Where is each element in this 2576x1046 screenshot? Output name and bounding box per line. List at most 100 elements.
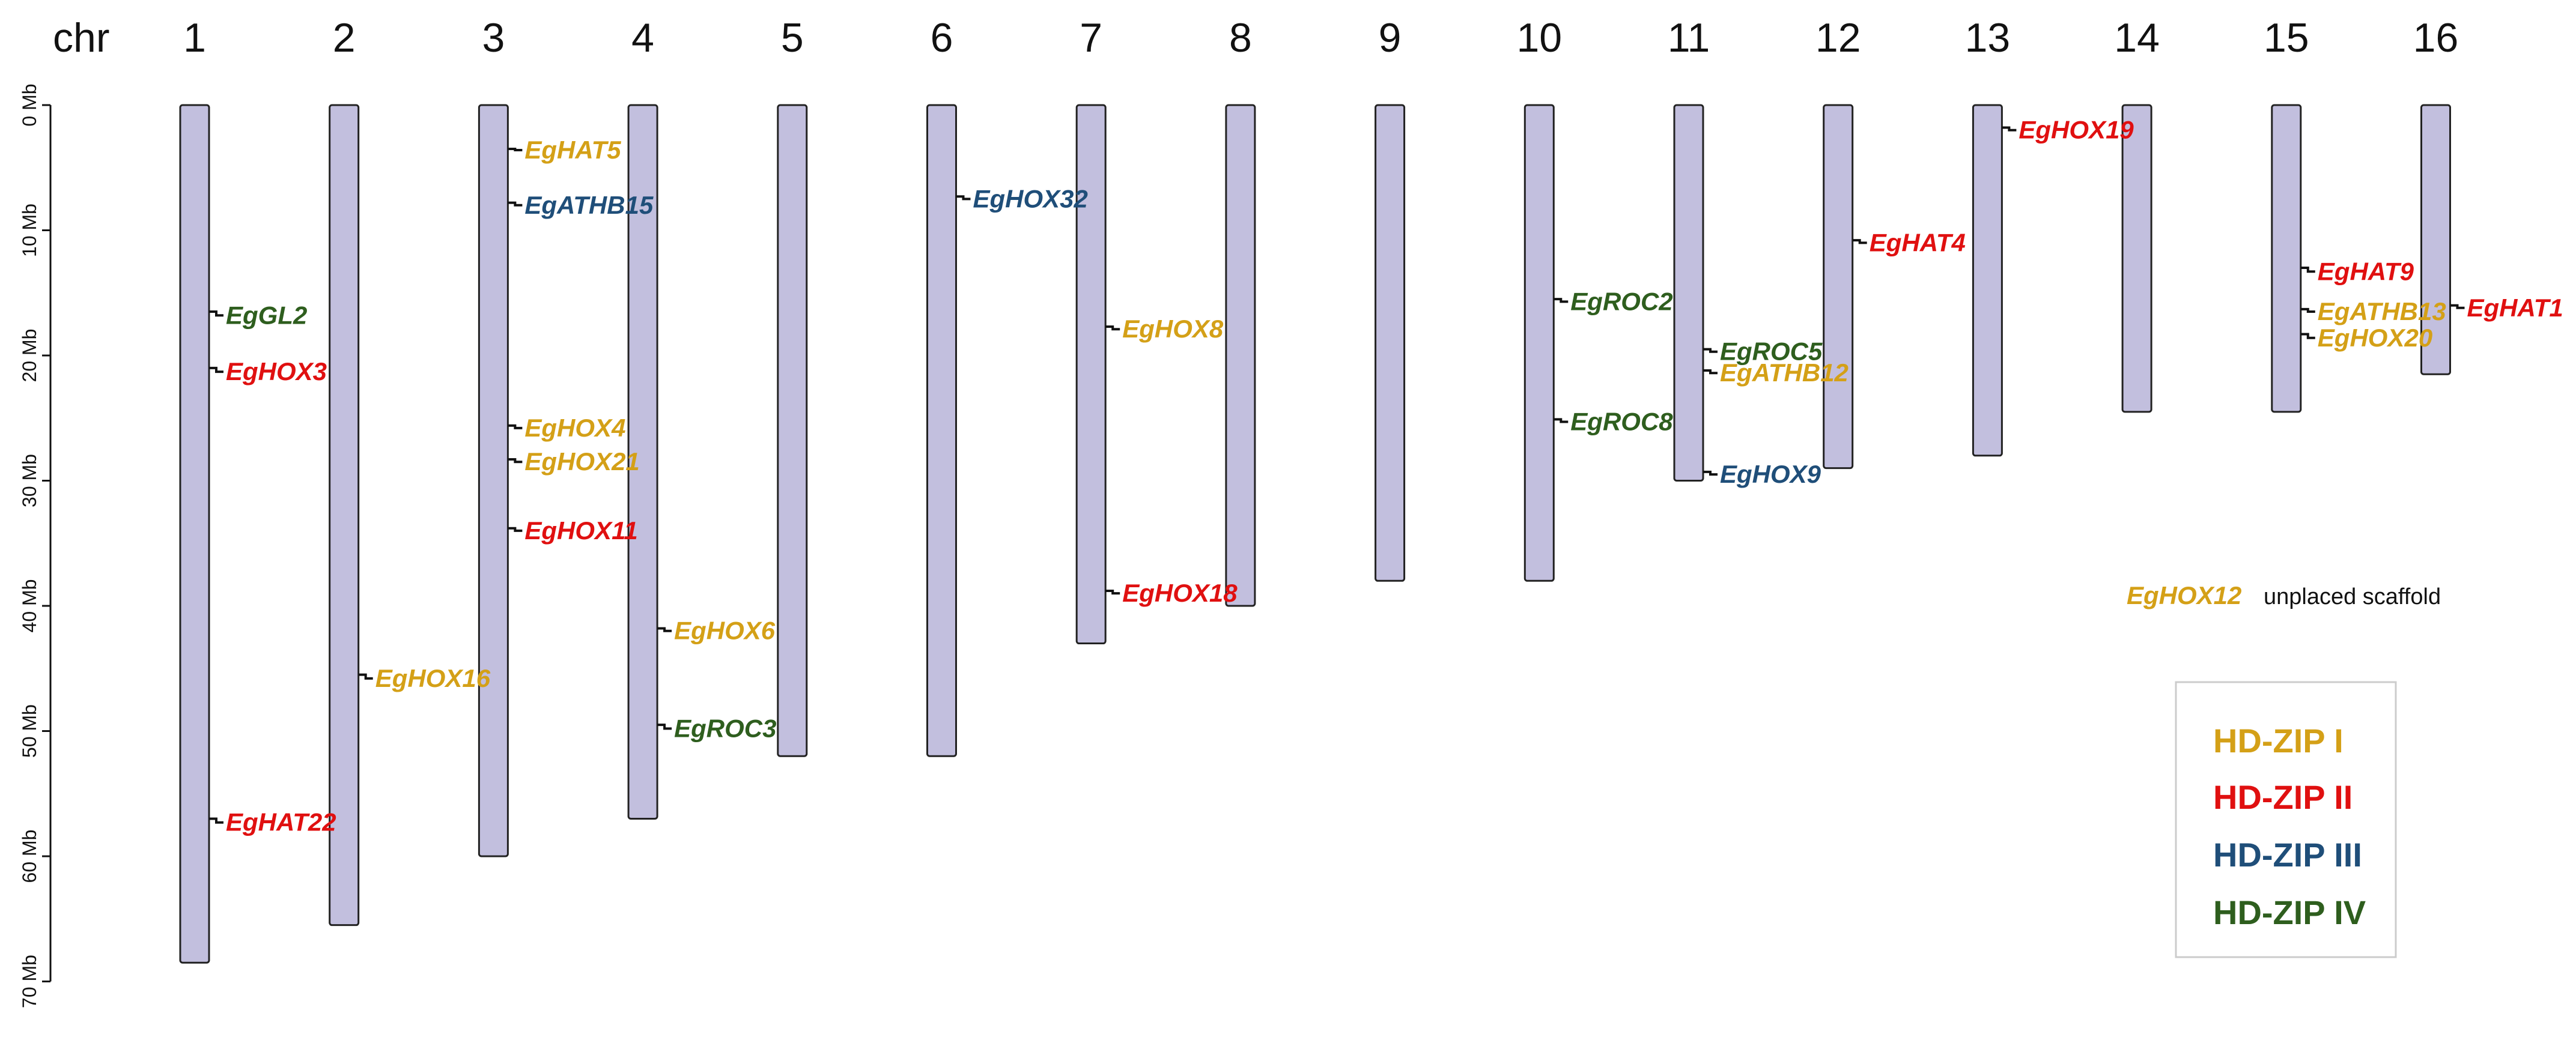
axis-tick-label: 70 Mb bbox=[19, 955, 40, 1008]
chromosome-bar bbox=[1075, 104, 1107, 645]
gene-label: EgHOX20 bbox=[2318, 324, 2432, 352]
legend: HD-ZIP I HD-ZIP II HD-ZIP III HD-ZIP IV bbox=[2175, 681, 2397, 958]
legend-item-hd-zip-i: HD-ZIP I bbox=[2213, 722, 2344, 760]
chromosome-bar bbox=[329, 104, 360, 927]
gene-label: EgHAT1 bbox=[2467, 294, 2563, 322]
gene-marker bbox=[1703, 369, 1718, 375]
gene-label: EgROC3 bbox=[674, 714, 776, 742]
gene-marker bbox=[1105, 589, 1120, 595]
legend-item-hd-zip-ii: HD-ZIP II bbox=[2213, 778, 2353, 816]
gene-label: EgROC5 bbox=[1720, 337, 1823, 366]
chromosome-number: 12 bbox=[1815, 15, 1861, 61]
gene-label: EgHOX32 bbox=[973, 184, 1088, 213]
gene-label: EgHOX21 bbox=[524, 447, 639, 476]
axis-tick-label: 20 Mb bbox=[19, 329, 40, 382]
gene-label: EgHOX8 bbox=[1122, 315, 1224, 343]
chromosome-number: 4 bbox=[631, 15, 654, 61]
chromosome-number: 8 bbox=[1229, 15, 1252, 61]
legend-box bbox=[2175, 681, 2397, 958]
chromosome-bar bbox=[1375, 104, 1406, 582]
chr-header: chr bbox=[53, 15, 109, 61]
gene-marker bbox=[1852, 239, 1867, 244]
gene-marker-group: EgGL2 EgHOX3 EgHAT22 EgHOX16 EgHAT5 EgATHB15 E… bbox=[209, 116, 2563, 836]
gene-label: EgHAT5 bbox=[524, 136, 621, 164]
gene-marker bbox=[2002, 126, 2017, 132]
gene-label: EgHOX6 bbox=[674, 617, 776, 645]
gene-label: EgHOX3 bbox=[226, 357, 327, 385]
gene-label: EgHAT9 bbox=[2318, 257, 2414, 285]
gene-marker bbox=[657, 627, 672, 632]
gene-label: EgHAT4 bbox=[1870, 228, 1966, 256]
gene-marker bbox=[209, 817, 223, 824]
chromosome-number: 6 bbox=[931, 15, 953, 61]
chromosome-bar bbox=[2420, 104, 2451, 375]
gene-label: EgHOX9 bbox=[1720, 460, 1821, 488]
gene-marker bbox=[1554, 418, 1569, 423]
gene-marker bbox=[2450, 304, 2465, 309]
gene-marker bbox=[1703, 470, 1718, 476]
axis-tick-label: 50 Mb bbox=[19, 704, 40, 758]
chromosome-number: 1 bbox=[183, 15, 206, 61]
gene-label: EgHOX4 bbox=[524, 414, 625, 442]
chromosome-bar bbox=[1823, 104, 1854, 470]
chromosome-number: 3 bbox=[482, 15, 505, 61]
chromosome-bar bbox=[1523, 104, 1555, 582]
gene-marker bbox=[956, 195, 971, 201]
gene-marker bbox=[508, 424, 523, 429]
gene-label: EgATHB13 bbox=[2318, 297, 2446, 325]
gene-marker bbox=[508, 527, 523, 532]
chromosome-bar bbox=[2121, 104, 2152, 413]
unplaced-note-text: unplaced scaffold bbox=[2264, 584, 2441, 609]
axis-tick-label: 0 Mb bbox=[19, 83, 40, 126]
gene-marker bbox=[209, 366, 223, 373]
gene-label: EgHOX18 bbox=[1122, 579, 1238, 607]
gene-marker bbox=[2300, 333, 2315, 339]
chromosome-bar bbox=[1225, 104, 1256, 607]
gene-marker bbox=[2300, 307, 2315, 313]
mb-axis: 0 Mb 10 Mb 20 Mb 30 Mb 40 Mb 50 Mb 60 Mb 70 Mb bbox=[19, 83, 52, 1008]
chromosome-number: 11 bbox=[1668, 15, 1710, 61]
gene-marker bbox=[508, 458, 523, 464]
chromosome-bar bbox=[926, 104, 957, 757]
chromosome-bar bbox=[179, 104, 210, 964]
chromosome-bar bbox=[1673, 104, 1704, 482]
gene-label: EgHOX16 bbox=[375, 664, 491, 692]
gene-label: EgHAT22 bbox=[226, 808, 336, 836]
chromosome-bar bbox=[478, 104, 509, 857]
chromosome-number: 10 bbox=[1516, 15, 1562, 61]
gene-marker bbox=[358, 673, 373, 680]
gene-label: EgHOX19 bbox=[2019, 116, 2134, 144]
gene-label: EgGL2 bbox=[226, 301, 307, 329]
unplaced-gene-label: EgHOX12 bbox=[2127, 581, 2241, 609]
chromosome-number: 2 bbox=[333, 15, 356, 61]
chromosome-number: 5 bbox=[781, 15, 804, 61]
gene-label: EgATHB15 bbox=[524, 191, 654, 219]
unplaced-note: EgHOX12 unplaced scaffold bbox=[2127, 581, 2441, 609]
gene-marker bbox=[1703, 348, 1718, 353]
chromosome-number: 16 bbox=[2413, 15, 2459, 61]
gene-label: EgHOX11 bbox=[524, 516, 637, 545]
gene-marker bbox=[508, 147, 523, 152]
axis-tick-label: 60 Mb bbox=[19, 830, 40, 883]
chromosome-group: 1 2 3 4 5 6 7 8 9 10 11 12 13 14 15 16 bbox=[179, 15, 2459, 964]
gene-marker bbox=[1554, 298, 1569, 303]
chromosome-bar bbox=[777, 104, 808, 757]
chromosome-number: 15 bbox=[2264, 15, 2309, 61]
gene-marker bbox=[657, 724, 672, 730]
chromosome-bar bbox=[1972, 104, 2003, 457]
chromosome-number: 13 bbox=[1965, 15, 2011, 61]
legend-item-hd-zip-iii: HD-ZIP III bbox=[2213, 836, 2362, 874]
axis-tick-label: 10 Mb bbox=[19, 204, 40, 257]
chromosome-number: 7 bbox=[1080, 15, 1102, 61]
chromosome-bar bbox=[627, 104, 658, 820]
chromosome-number: 14 bbox=[2114, 15, 2160, 61]
chromosome-number: 9 bbox=[1379, 15, 1402, 61]
gene-marker bbox=[1105, 325, 1120, 331]
gene-label: EgROC2 bbox=[1570, 287, 1672, 315]
gene-label: EgROC8 bbox=[1570, 408, 1673, 436]
chromosome-bar bbox=[2271, 104, 2302, 413]
legend-item-hd-zip-iv: HD-ZIP IV bbox=[2213, 893, 2366, 931]
axis-tick-label: 30 Mb bbox=[19, 454, 40, 507]
gene-marker bbox=[508, 201, 523, 207]
gene-marker bbox=[2300, 267, 2315, 273]
